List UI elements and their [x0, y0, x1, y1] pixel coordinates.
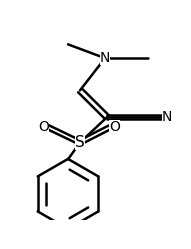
- Text: N: N: [162, 110, 172, 124]
- Text: S: S: [75, 135, 85, 150]
- Text: O: O: [38, 120, 49, 134]
- Text: O: O: [109, 120, 120, 134]
- Text: N: N: [100, 51, 110, 65]
